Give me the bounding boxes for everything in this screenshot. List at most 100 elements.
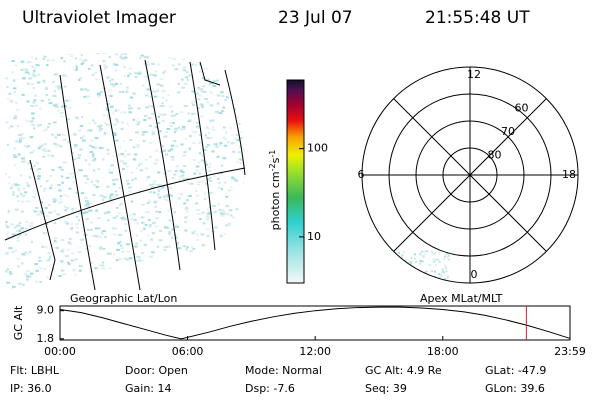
speckle — [170, 155, 174, 158]
speckle — [112, 63, 117, 66]
speckle — [236, 54, 239, 57]
y-tick-label: 9.0 — [37, 304, 55, 317]
speckle — [163, 54, 166, 57]
speckle — [118, 146, 122, 149]
speckle — [70, 227, 74, 230]
speckle — [41, 245, 45, 248]
speckle — [141, 260, 144, 263]
speckle — [205, 215, 210, 218]
speckle — [71, 252, 75, 255]
speckle — [71, 151, 75, 154]
speckle — [61, 181, 65, 184]
speckle — [180, 78, 184, 81]
speckle — [140, 54, 144, 57]
speckle — [182, 178, 186, 181]
speckle — [148, 155, 152, 158]
speckle — [26, 270, 30, 273]
speckle — [180, 143, 184, 146]
speckle — [131, 269, 135, 272]
speckle — [20, 227, 25, 230]
speckle — [77, 219, 80, 222]
speckle — [141, 203, 146, 206]
speckle — [208, 179, 213, 182]
speckle — [137, 164, 140, 167]
speckle — [180, 193, 183, 196]
speckle — [101, 233, 105, 236]
speckle — [229, 226, 233, 229]
speckle — [395, 256, 398, 259]
speckle — [182, 245, 187, 248]
speckle — [17, 134, 22, 137]
speckle — [52, 81, 55, 84]
speckle — [44, 246, 48, 249]
speckle — [45, 64, 49, 67]
speckle — [228, 264, 233, 267]
speckle — [437, 251, 440, 254]
speckle — [161, 102, 164, 105]
speckle — [398, 276, 401, 279]
speckle — [188, 194, 192, 197]
speckle — [75, 231, 80, 234]
speckle — [158, 239, 163, 242]
speckle — [206, 178, 211, 181]
speckle — [62, 139, 67, 142]
speckle — [17, 233, 21, 236]
speckle — [132, 92, 136, 95]
speckle — [198, 88, 201, 91]
speckle — [48, 287, 51, 290]
speckle — [161, 119, 165, 122]
speckle — [108, 277, 112, 280]
speckle — [14, 183, 19, 186]
speckle — [182, 164, 187, 167]
speckle — [78, 58, 83, 61]
speckle — [59, 111, 64, 114]
speckle — [27, 252, 31, 255]
speckle — [192, 230, 197, 233]
speckle — [194, 50, 197, 52]
speckle — [164, 99, 168, 102]
speckle — [129, 107, 133, 110]
speckle — [142, 280, 147, 283]
speckle — [124, 53, 127, 56]
speckle — [152, 183, 156, 186]
speckle — [233, 77, 236, 80]
speckle — [154, 126, 158, 129]
speckle — [227, 50, 231, 52]
speckle — [196, 183, 201, 186]
speckle — [110, 78, 114, 81]
speckle — [164, 153, 169, 156]
speckle — [195, 92, 199, 95]
speckle — [18, 55, 21, 58]
speckle — [75, 215, 79, 218]
speckle — [51, 59, 55, 62]
speckle — [133, 177, 138, 180]
speckle — [189, 280, 194, 283]
speckle — [28, 275, 32, 278]
speckle — [72, 175, 76, 178]
speckle — [166, 261, 170, 264]
speckle — [192, 158, 196, 161]
speckle — [194, 131, 198, 134]
speckle — [79, 148, 83, 151]
speckle — [118, 91, 122, 94]
x-tick-label: 18:00 — [427, 345, 459, 358]
speckle — [185, 71, 189, 74]
speckle — [180, 265, 184, 268]
speckle — [34, 94, 38, 97]
speckle — [207, 166, 211, 169]
speckle — [109, 267, 113, 270]
speckle — [119, 244, 123, 247]
speckle — [38, 107, 42, 110]
speckle — [187, 112, 190, 115]
speckle — [238, 283, 242, 286]
speckle — [43, 187, 47, 190]
speckle — [29, 120, 34, 123]
speckle — [197, 94, 202, 97]
speckle — [201, 77, 205, 80]
speckle — [175, 165, 179, 168]
speckle — [219, 143, 222, 146]
speckle — [224, 285, 228, 288]
speckle — [151, 251, 155, 254]
speckle — [151, 133, 154, 136]
speckle — [198, 63, 202, 66]
